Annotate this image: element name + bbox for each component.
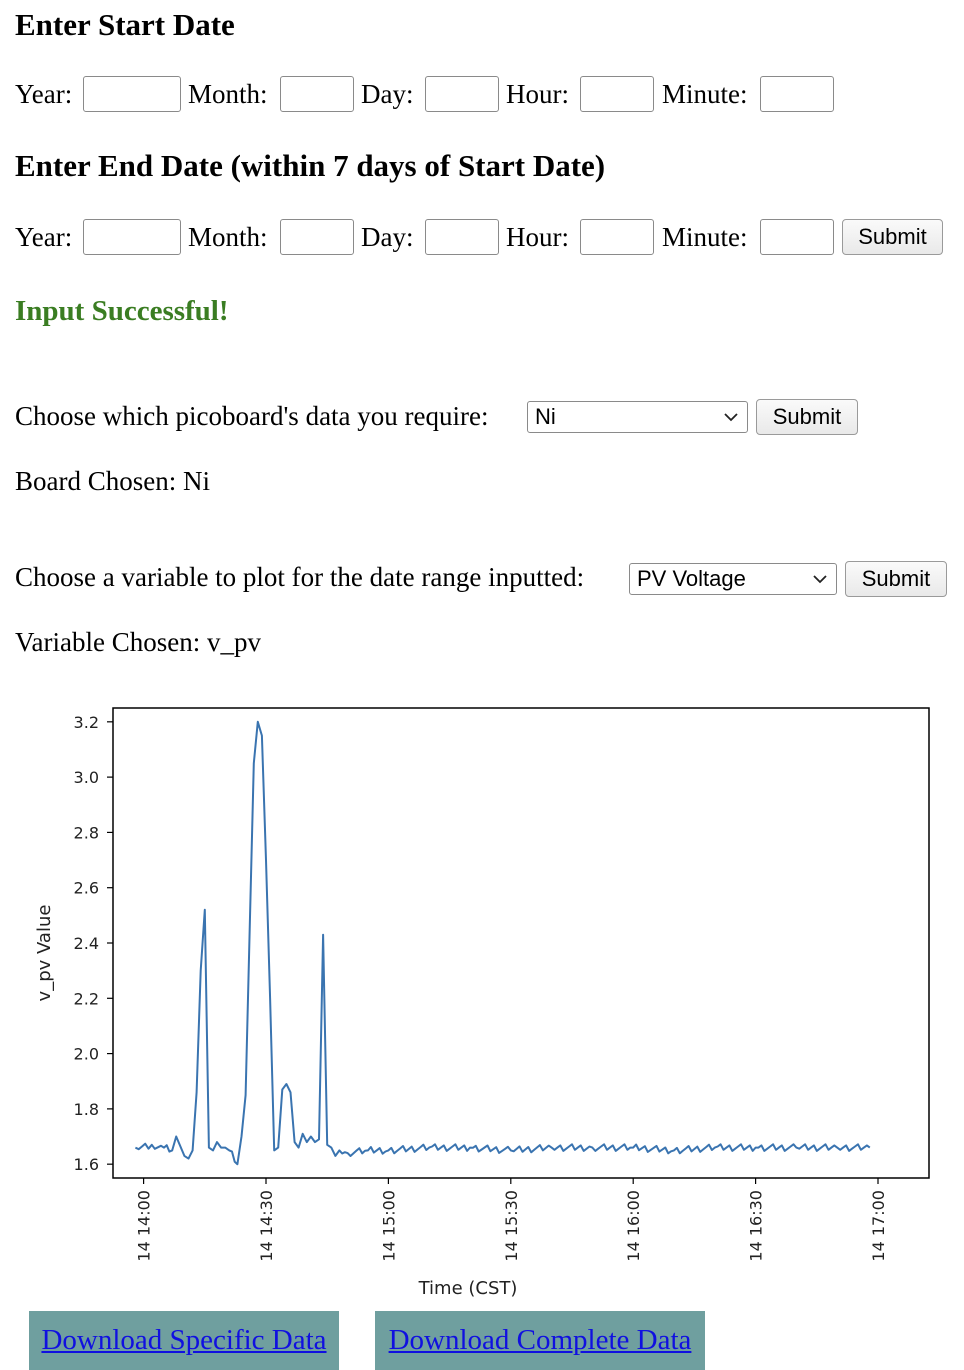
download-complete-data-button[interactable]: Download Complete Data [375,1311,705,1370]
x-tick-label-5: 14 16:30 [747,1190,766,1262]
end-month-label: Month: [188,222,268,252]
board-submit-button[interactable]: Submit [756,399,858,435]
end-month-input[interactable] [280,219,354,255]
variable-chosen-text: Variable Chosen: v_pv [15,627,261,657]
start-minute-label: Minute: [662,79,748,109]
start-day-input[interactable] [425,76,499,112]
start-year-input[interactable] [83,76,181,112]
y-axis-label: v_pv Value [34,905,55,1002]
y-tick-label-4: 2.4 [74,934,99,953]
end-date-heading: Enter End Date (within 7 days of Start D… [15,148,606,183]
start-hour-input[interactable] [580,76,654,112]
board-select-value: Ni [535,404,556,429]
start-date-heading: Enter Start Date [15,7,235,42]
end-year-label: Year: [15,222,73,252]
variable-submit-button[interactable]: Submit [845,561,947,597]
y-tick-label-6: 2.8 [74,823,99,842]
end-minute-input[interactable] [760,219,834,255]
y-tick-label-3: 2.2 [74,989,99,1008]
end-hour-input[interactable] [580,219,654,255]
v-pv-line-chart: 1.6 1.8 2.0 2.2 2.4 2.6 2.8 3.0 3.2 14 14:00 14 14… [34,707,930,1299]
end-day-input[interactable] [425,219,499,255]
board-prompt: Choose which picoboard's data you requir… [15,401,489,431]
input-success-message: Input Successful! [15,295,229,327]
download-specific-data-button[interactable]: Download Specific Data [29,1311,339,1370]
x-tick-label-2: 14 15:00 [379,1190,398,1262]
start-day-label: Day: [361,79,414,109]
start-year-label: Year: [15,79,73,109]
x-tick-label-1: 14 14:30 [257,1190,276,1262]
start-month-label: Month: [188,79,268,109]
series-line-v-pv [134,720,871,1166]
x-axis-label: Time (CST) [418,1278,518,1299]
chevron-down-icon [724,413,738,422]
y-tick-label-2: 2.0 [74,1045,99,1064]
x-tick-label-6: 14 17:00 [869,1190,888,1262]
variable-prompt: Choose a variable to plot for the date r… [15,562,585,592]
y-tick-label-8: 3.2 [74,713,99,732]
end-minute-label: Minute: [662,222,748,252]
y-tick-label-5: 2.6 [74,879,99,898]
variable-select-value: PV Voltage [637,566,746,591]
start-hour-label: Hour: [506,79,569,109]
x-tick-label-0: 14 14:00 [135,1190,154,1262]
chevron-down-icon [813,575,827,584]
start-minute-input[interactable] [760,76,834,112]
x-tick-label-4: 14 16:00 [624,1190,643,1262]
end-year-input[interactable] [83,219,181,255]
plot-frame [112,707,930,1179]
end-day-label: Day: [361,222,414,252]
end-hour-label: Hour: [506,222,569,252]
board-chosen-text: Board Chosen: Ni [15,466,210,496]
start-month-input[interactable] [280,76,354,112]
x-tick-label-3: 14 15:30 [502,1190,521,1262]
variable-select[interactable]: PV Voltage [629,563,837,595]
y-tick-label-0: 1.6 [74,1155,99,1174]
date-submit-button[interactable]: Submit [842,219,943,255]
board-select[interactable]: Ni [527,401,748,433]
y-tick-label-7: 3.0 [74,768,99,787]
y-tick-label-1: 1.8 [74,1100,99,1119]
